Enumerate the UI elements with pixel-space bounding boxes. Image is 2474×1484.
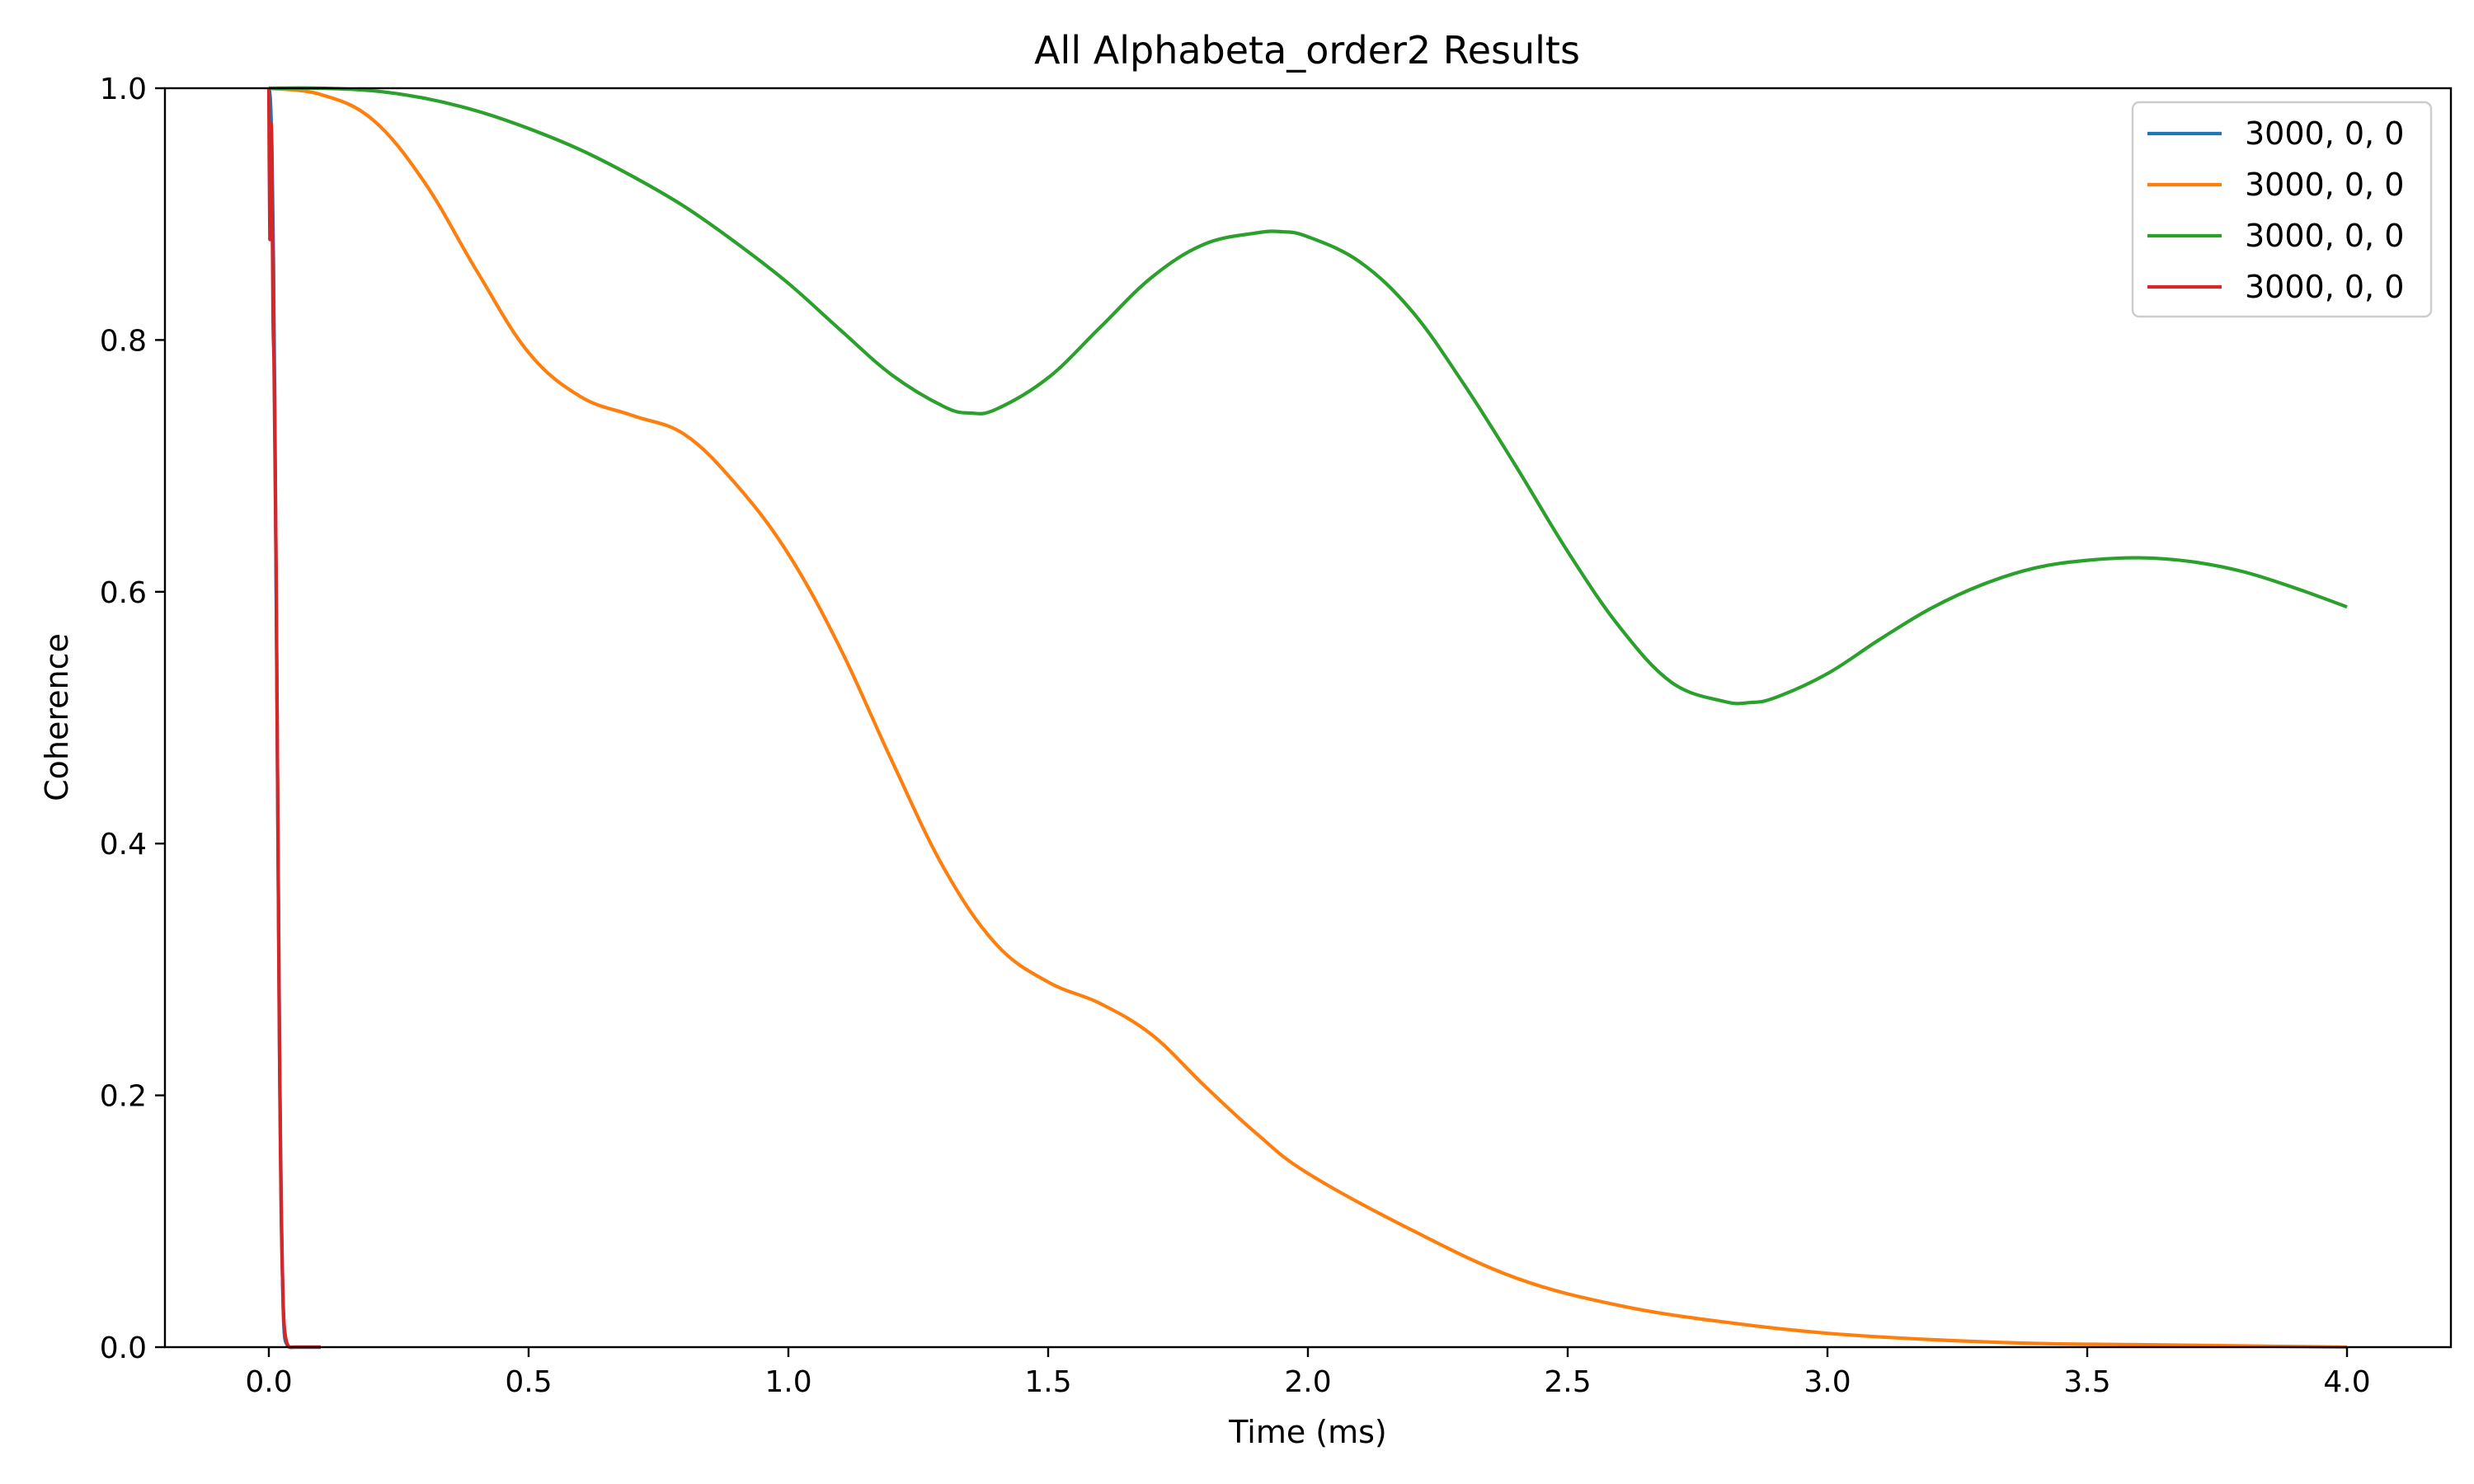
x-tick-label: 0.0 <box>245 1365 292 1399</box>
x-tick-label: 1.5 <box>1024 1365 1071 1399</box>
y-tick-label: 0.6 <box>100 576 147 610</box>
y-axis-ticks: 0.0 0.2 0.4 0.6 0.8 1.0 <box>100 73 165 1365</box>
legend-entries: 3000, 0, 0 3000, 0, 0 3000, 0, 0 3000, 0, 0 <box>2147 115 2404 305</box>
legend-label-1: 3000, 0, 0 <box>2245 115 2404 152</box>
x-tick-label: 2.5 <box>1544 1365 1591 1399</box>
x-tick-label: 2.0 <box>1284 1365 1331 1399</box>
legend-box <box>2131 101 2433 318</box>
legend-label-4: 3000, 0, 0 <box>2245 269 2404 305</box>
y-tick-label: 0.4 <box>100 828 147 862</box>
x-tick-label: 4.0 <box>2323 1365 2370 1399</box>
y-axis-label: Coherence <box>39 633 75 801</box>
legend: 3000, 0, 0 3000, 0, 0 3000, 0, 0 3000, 0, 0 <box>2131 101 2433 318</box>
x-axis-ticks: 0.0 0.5 1.0 1.5 2.0 2.5 3.0 3.5 4.0 <box>245 1347 2371 1399</box>
series-line-4 <box>266 87 321 1350</box>
x-tick-label: 3.0 <box>1804 1365 1851 1399</box>
series-line-2 <box>268 86 2348 1350</box>
legend-label-3: 3000, 0, 0 <box>2245 218 2404 254</box>
y-tick-label: 0.2 <box>100 1080 147 1114</box>
series-line-3 <box>268 86 2348 706</box>
chart-title: All Alphabeta_order2 Results <box>1034 28 1580 73</box>
y-tick-label: 0.0 <box>100 1331 147 1365</box>
x-tick-label: 3.5 <box>2063 1365 2110 1399</box>
x-tick-label: 0.5 <box>505 1365 552 1399</box>
y-tick-label: 0.8 <box>100 324 147 358</box>
x-axis-label: Time (ms) <box>1228 1414 1387 1450</box>
y-tick-label: 1.0 <box>100 73 147 106</box>
x-tick-label: 1.0 <box>764 1365 811 1399</box>
legend-label-2: 3000, 0, 0 <box>2245 167 2404 203</box>
